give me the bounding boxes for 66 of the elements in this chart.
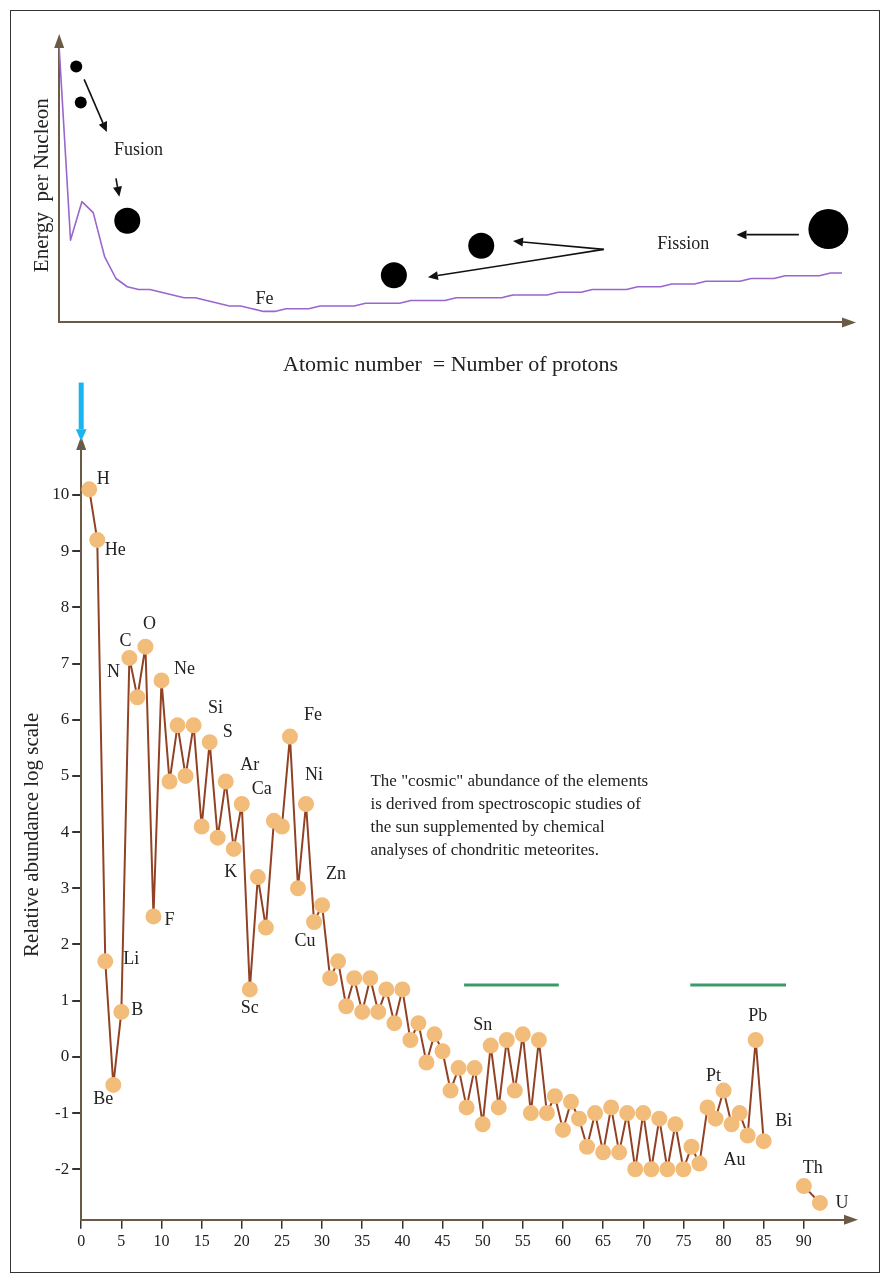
annotation: B bbox=[131, 998, 144, 1019]
x-tick-label: 45 bbox=[434, 1231, 451, 1249]
x-tick-label: 80 bbox=[715, 1231, 732, 1249]
y-tick-label: -2 bbox=[55, 1158, 70, 1178]
y-tick-label: 3 bbox=[60, 877, 70, 897]
annotation: K bbox=[224, 860, 238, 881]
annotation: C bbox=[119, 629, 132, 650]
x-tick-label: 65 bbox=[595, 1231, 612, 1249]
y-tick-label: 7 bbox=[60, 652, 70, 672]
annotation: O bbox=[142, 613, 156, 634]
annotation: Bi bbox=[775, 1109, 793, 1130]
annotation: Cu bbox=[294, 929, 316, 950]
annotation: Fission bbox=[657, 232, 710, 253]
annotation: Ni bbox=[305, 763, 324, 784]
annotation: Zn bbox=[326, 862, 347, 883]
y-tick-label: 10 bbox=[52, 484, 70, 504]
x-tick-label: 10 bbox=[153, 1231, 170, 1249]
annotation: Pb bbox=[748, 1004, 768, 1025]
annotation: Pt bbox=[706, 1065, 722, 1086]
annotation: Fe bbox=[303, 704, 322, 725]
annotation: S bbox=[222, 720, 233, 741]
x-tick-label: 5 bbox=[117, 1231, 126, 1249]
x-tick-label: 35 bbox=[354, 1231, 371, 1249]
y-tick-label: -1 bbox=[55, 1102, 70, 1122]
y-axis-title: Energy per Nucleon bbox=[29, 97, 54, 273]
x-tick-label: 85 bbox=[755, 1231, 772, 1249]
annotation: U bbox=[835, 1191, 849, 1212]
annotation: Sn bbox=[473, 1014, 493, 1035]
annotation: Li bbox=[123, 948, 140, 969]
y-tick-label: 1 bbox=[60, 990, 70, 1010]
annotation: Ar bbox=[240, 754, 260, 775]
annotation: Th bbox=[802, 1156, 823, 1177]
y-tick-label: 4 bbox=[60, 821, 70, 841]
y-axis-title: Relative abundance log scale bbox=[19, 712, 44, 958]
x-tick-label: 90 bbox=[795, 1231, 812, 1249]
annotation: N bbox=[106, 660, 120, 681]
y-tick-label: 8 bbox=[60, 596, 70, 616]
x-tick-label: 15 bbox=[193, 1231, 210, 1249]
x-tick-label: 75 bbox=[675, 1231, 692, 1249]
annotation: Fe bbox=[255, 288, 274, 309]
x-axis-title: Atomic number = Number of protons bbox=[283, 350, 619, 376]
x-tick-label: 50 bbox=[474, 1231, 491, 1249]
y-tick-label: 2 bbox=[60, 933, 70, 953]
x-tick-label: 30 bbox=[314, 1231, 331, 1249]
annotation: Sc bbox=[240, 997, 259, 1018]
annotation: H bbox=[96, 468, 110, 489]
y-tick-label: 0 bbox=[60, 1046, 70, 1066]
x-tick-label: 60 bbox=[554, 1231, 571, 1249]
x-tick-label: 0 bbox=[77, 1231, 86, 1249]
x-tick-label: 70 bbox=[635, 1231, 652, 1249]
x-tick-label: 20 bbox=[233, 1231, 250, 1249]
annotation: Fusion bbox=[114, 139, 164, 160]
y-tick-label: 5 bbox=[60, 765, 70, 785]
annotation: He bbox=[104, 538, 126, 559]
annotation: Ca bbox=[251, 777, 272, 798]
annotation: Si bbox=[208, 697, 224, 718]
x-tick-label: 25 bbox=[273, 1231, 290, 1249]
y-tick-label: 6 bbox=[60, 709, 70, 729]
annotation: Be bbox=[93, 1087, 114, 1108]
y-tick-label: 9 bbox=[60, 540, 70, 560]
x-tick-label: 40 bbox=[394, 1231, 411, 1249]
annotation: Au bbox=[723, 1149, 746, 1170]
x-tick-label: 55 bbox=[514, 1231, 531, 1249]
annotation: The "cosmic" abundance of the elements is derived from spectroscopic studies of the sun supplemented by chemical analyses of chondritic meteorites. bbox=[370, 771, 649, 860]
annotation: Ne bbox=[173, 658, 195, 679]
annotation: F bbox=[164, 909, 175, 930]
